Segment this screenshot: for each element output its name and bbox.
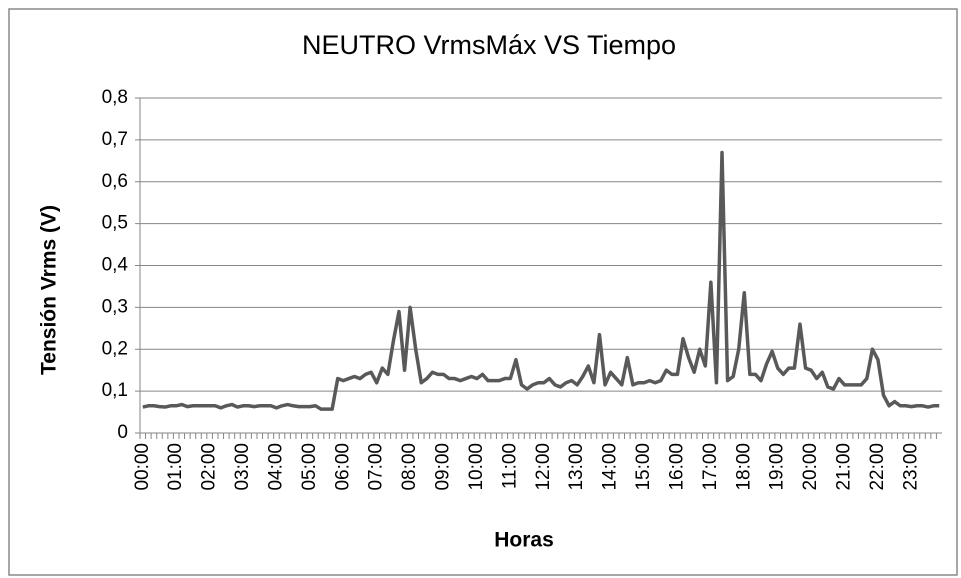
x-tick-label: 13:00 [566, 443, 587, 491]
y-tick-label: 0,8 [102, 87, 128, 108]
x-tick-label: 09:00 [433, 443, 454, 491]
x-tick-label: 01:00 [165, 443, 186, 491]
y-tick-label: 0,5 [102, 213, 128, 234]
x-tick-label: 06:00 [332, 443, 353, 491]
y-tick-label: 0 [117, 422, 128, 443]
x-tick-label: 00:00 [132, 443, 153, 491]
y-tick-label: 0,3 [102, 296, 128, 317]
x-tick-label: 14:00 [600, 443, 621, 491]
y-tick-label: 0,6 [102, 171, 128, 192]
x-tick-label: 20:00 [800, 443, 821, 491]
x-tick-label: 23:00 [900, 443, 921, 491]
x-tick-label: 21:00 [834, 443, 855, 491]
x-axis-label: Horas [494, 529, 554, 552]
y-tick-label: 0,1 [102, 380, 128, 401]
x-tick-label: 02:00 [199, 443, 220, 491]
x-tick-label: 19:00 [767, 443, 788, 491]
y-tick-label: 0,7 [102, 129, 128, 150]
x-tick-label: 15:00 [633, 443, 654, 491]
y-axis-label: Tensión Vrms (V) [38, 205, 61, 375]
x-tick-label: 12:00 [533, 443, 554, 491]
chart-frame [8, 8, 958, 576]
x-tick-label: 16:00 [666, 443, 687, 491]
x-tick-label: 11:00 [499, 443, 520, 489]
chart-title: NEUTRO VrmsMáx VS Tiempo [302, 30, 676, 60]
x-tick-label: 05:00 [299, 443, 320, 491]
x-tick-label: 10:00 [466, 443, 487, 491]
x-tick-label: 17:00 [700, 443, 721, 491]
y-tick-label: 0,2 [102, 338, 128, 359]
x-tick-label: 18:00 [733, 443, 754, 491]
x-tick-label: 22:00 [867, 443, 888, 491]
x-tick-label: 08:00 [399, 443, 420, 491]
line-series [142, 150, 940, 411]
y-tick-label: 0,4 [102, 255, 129, 276]
x-tick-label: 04:00 [265, 443, 286, 491]
x-tick-label: 03:00 [232, 443, 253, 491]
x-tick-label: 07:00 [366, 443, 387, 491]
